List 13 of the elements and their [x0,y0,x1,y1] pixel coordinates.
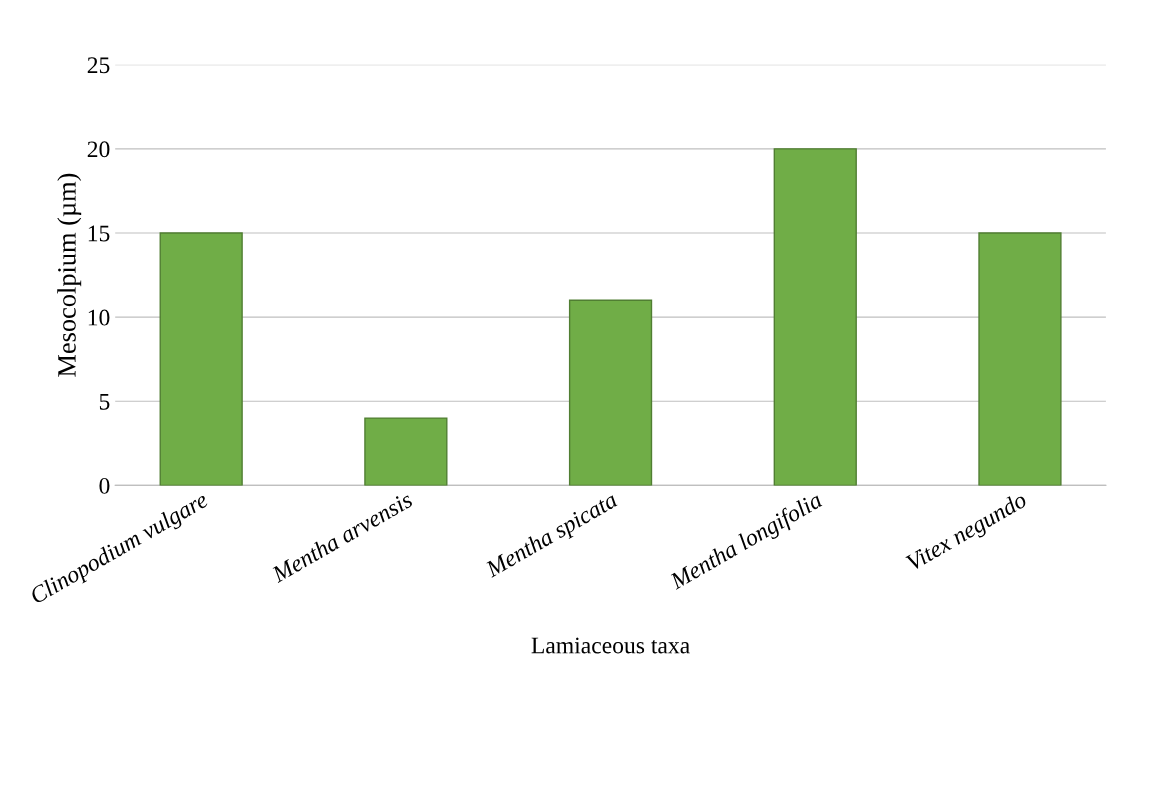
y-tick-label: 0 [99,477,110,494]
y-tick-label: 5 [99,393,110,410]
bar [159,232,243,486]
bar [364,417,448,486]
y-tick-label: 15 [88,225,110,242]
bar [773,148,857,486]
bar [568,299,653,486]
y-axis-title: Mesocolpium (µm) [57,173,82,377]
y-tick-label: 20 [87,141,110,158]
x-axis-title: Lamiaceous taxa [531,637,690,654]
bar [978,232,1062,486]
y-tick-label: 25 [87,57,110,74]
y-tick-label: 10 [88,309,110,326]
